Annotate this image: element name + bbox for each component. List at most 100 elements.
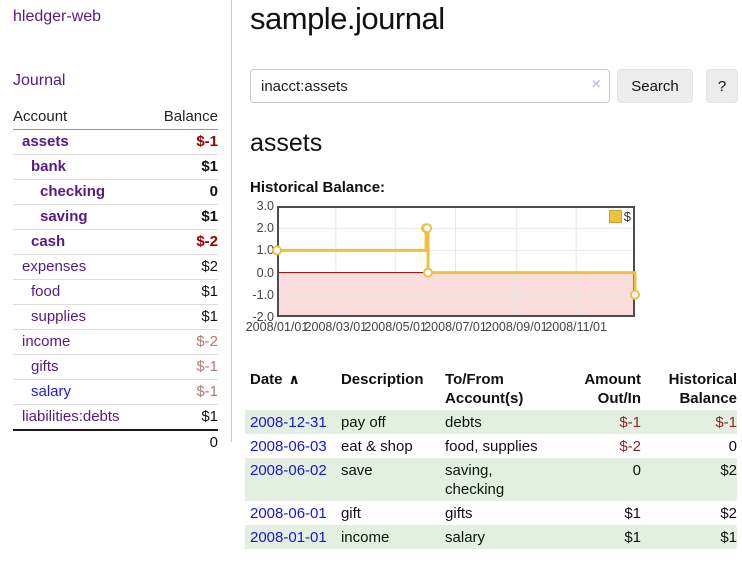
account-link[interactable]: supplies bbox=[31, 308, 87, 325]
transaction-accounts: food, supplies bbox=[445, 437, 538, 455]
transaction-amount: $-1 bbox=[619, 413, 641, 431]
accounts-table: Account Balance assets $-1 bank $1 check… bbox=[13, 105, 218, 455]
register-col-0[interactable]: Date ∧ bbox=[250, 371, 300, 388]
account-row: saving $1 bbox=[13, 204, 218, 230]
account-balance: $-1 bbox=[196, 358, 218, 375]
account-link[interactable]: liabilities:debts bbox=[22, 408, 120, 425]
account-row: expenses $2 bbox=[13, 254, 218, 280]
x-axis-tick: 2008/05/01 bbox=[364, 320, 427, 334]
main-content: sample.journal × Search ? assets Histori… bbox=[245, 0, 738, 549]
transaction-date-link[interactable]: 2008-06-02 bbox=[250, 461, 327, 479]
x-axis-tick: 2008/09/01 bbox=[485, 320, 548, 334]
account-row: checking 0 bbox=[13, 179, 218, 205]
transaction-balance: $1 bbox=[720, 528, 737, 546]
account-balance: $-1 bbox=[196, 383, 218, 400]
x-axis-tick: 2008/03/01 bbox=[304, 320, 368, 334]
y-axis-tick: 0.0 bbox=[256, 265, 274, 280]
transaction-description: income bbox=[340, 528, 390, 546]
transaction-date-link[interactable]: 2008-01-01 bbox=[250, 528, 327, 546]
transaction-accounts: saving, checking bbox=[445, 461, 505, 498]
account-balance: $-2 bbox=[196, 233, 218, 250]
search-button[interactable]: Search bbox=[617, 69, 693, 103]
transaction-amount: 0 bbox=[632, 461, 641, 479]
transaction-accounts: debts bbox=[445, 413, 482, 431]
app-title-link[interactable]: hledger-web bbox=[13, 8, 102, 25]
clear-search-icon[interactable]: × bbox=[591, 76, 601, 93]
chart-canvas bbox=[272, 206, 640, 317]
account-link[interactable]: salary bbox=[31, 383, 72, 400]
legend-swatch-icon bbox=[608, 210, 622, 223]
account-row: food $1 bbox=[13, 279, 218, 305]
register-col-2: To/From Account(s) bbox=[445, 371, 524, 407]
accounts-col-account: Account bbox=[13, 105, 149, 130]
search-input[interactable] bbox=[250, 69, 610, 103]
account-row: liabilities:debts $1 bbox=[13, 404, 218, 431]
register-col-4: Historical Balance bbox=[668, 371, 737, 407]
account-balance: $2 bbox=[201, 258, 218, 275]
transaction-description: pay off bbox=[340, 413, 386, 431]
account-row: supplies $1 bbox=[13, 304, 218, 330]
help-button[interactable]: ? bbox=[706, 69, 738, 103]
y-axis-tick: -2.0 bbox=[252, 310, 274, 324]
accounts-col-balance: Balance bbox=[148, 105, 218, 130]
accounts-header-row: Account Balance bbox=[13, 105, 218, 130]
register-header-row: Date ∧ Description To/From Account(s) Amount… bbox=[245, 368, 737, 410]
transaction-accounts: gifts bbox=[445, 504, 473, 522]
register-table: Date ∧ Description To/From Account(s) Amount… bbox=[245, 368, 737, 549]
account-link[interactable]: bank bbox=[31, 158, 67, 175]
x-axis-tick: 2008/07/01 bbox=[424, 320, 487, 334]
transaction-balance: $2 bbox=[720, 504, 737, 522]
account-heading: assets bbox=[250, 129, 323, 157]
account-row: bank $1 bbox=[13, 154, 218, 180]
accounts-total-row: 0 bbox=[13, 429, 218, 455]
x-axis-labels: 2008/01/01 2008/03/01 2008/05/01 2008/07/01… bbox=[246, 320, 738, 336]
search-box: × bbox=[250, 69, 610, 103]
transaction-row: 2008-06-02 save saving, checking 0 $2 bbox=[245, 458, 737, 501]
y-axis-tick: 3.0 bbox=[256, 199, 274, 213]
transaction-accounts: salary bbox=[445, 528, 486, 546]
transaction-balance: $2 bbox=[720, 461, 737, 479]
account-row: salary $-1 bbox=[13, 379, 218, 405]
y-axis-tick: -1.0 bbox=[252, 287, 274, 302]
nav-journal-link[interactable]: Journal bbox=[13, 72, 66, 89]
transaction-description: eat & shop bbox=[340, 437, 413, 455]
transaction-row: 2008-06-03 eat & shop food, supplies $-2… bbox=[245, 434, 737, 458]
transaction-amount: $1 bbox=[624, 528, 641, 546]
account-balance: $1 bbox=[201, 158, 218, 175]
account-link[interactable]: expenses bbox=[22, 258, 87, 275]
account-link[interactable]: food bbox=[31, 283, 61, 300]
transaction-description: save bbox=[340, 461, 373, 479]
sidebar: hledger-web Journal Account Balance asse… bbox=[0, 0, 232, 455]
x-axis-tick: 2008/01/01 bbox=[245, 320, 309, 334]
y-axis-tick: 1.0 bbox=[256, 243, 274, 258]
account-link[interactable]: saving bbox=[40, 208, 88, 225]
account-balance: $1 bbox=[201, 308, 218, 325]
transaction-date-link[interactable]: 2008-12-31 bbox=[250, 413, 327, 431]
legend-label: $ bbox=[623, 209, 631, 224]
transaction-description: gift bbox=[340, 504, 361, 522]
transaction-balance: $-1 bbox=[715, 413, 737, 431]
x-axis-tick: 2008/11/01 bbox=[545, 320, 607, 334]
account-link[interactable]: gifts bbox=[31, 358, 59, 375]
account-balance: $-2 bbox=[196, 333, 218, 350]
account-link[interactable]: cash bbox=[31, 233, 66, 250]
account-link[interactable]: assets bbox=[22, 133, 69, 150]
account-row: cash $-2 bbox=[13, 229, 218, 255]
account-balance: $1 bbox=[201, 208, 218, 225]
account-link[interactable]: income bbox=[22, 333, 71, 350]
transaction-date-link[interactable]: 2008-06-01 bbox=[250, 504, 327, 522]
account-row: gifts $-1 bbox=[13, 354, 218, 380]
search-form: × Search ? bbox=[250, 69, 738, 103]
chart-legend: $ bbox=[608, 209, 631, 224]
transaction-date-link[interactable]: 2008-06-03 bbox=[250, 437, 327, 455]
transaction-row: 2008-01-01 income salary $1 $1 bbox=[245, 525, 737, 549]
account-balance: $1 bbox=[201, 408, 218, 425]
account-row: assets $-1 bbox=[13, 130, 218, 155]
chart-title: Historical Balance: bbox=[250, 179, 386, 196]
account-balance: 0 bbox=[209, 183, 218, 200]
account-row: income $-2 bbox=[13, 329, 218, 355]
account-link[interactable]: checking bbox=[40, 183, 106, 200]
register-col-1: Description bbox=[340, 371, 424, 388]
y-axis-tick: 2.0 bbox=[256, 221, 274, 236]
historical-balance-chart: 3.0 2.0 1.0 0.0 -1.0 -2.0 $ 2008/01/01 2008/03… bbox=[246, 199, 738, 338]
